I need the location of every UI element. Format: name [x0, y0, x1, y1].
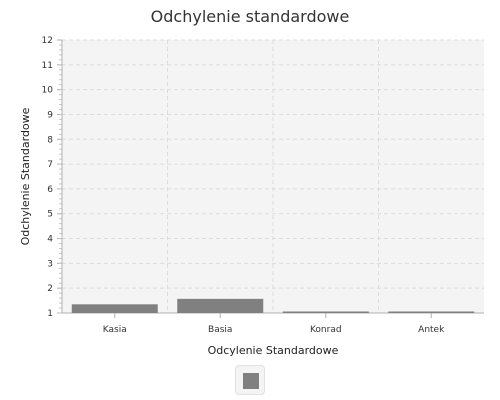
bar-kasia [71, 304, 158, 313]
bars [71, 298, 475, 313]
y-tick-label: 7 [47, 160, 53, 170]
y-tick-label: 9 [47, 110, 53, 120]
bar-basia [177, 298, 264, 313]
chart-title: Odchylenie standardowe [150, 7, 350, 26]
y-tick-label: 2 [47, 284, 53, 294]
gridlines [62, 39, 484, 313]
legend-swatch [243, 373, 259, 389]
y-axis-title: Odchylenie Standardowe [19, 107, 32, 245]
bar-antek [388, 311, 475, 313]
y-tick-label: 4 [47, 235, 53, 245]
x-tick-label: Basia [208, 325, 232, 335]
x-axis-title: Odcylenie Standardowe [208, 344, 339, 357]
y-tick-label: 8 [47, 135, 53, 145]
y-tick-label: 12 [42, 36, 53, 46]
legend [235, 365, 265, 395]
x-tick-label: Kasia [103, 325, 127, 335]
y-tick-label: 3 [47, 259, 53, 269]
y-tick-label: 5 [47, 210, 53, 220]
bar-konrad [282, 311, 369, 313]
y-tick-label: 6 [47, 185, 53, 195]
x-tick-label: Antek [418, 325, 445, 335]
y-tick-label: 11 [42, 61, 53, 71]
y-tick-label: 10 [42, 86, 54, 96]
x-tick-label: Konrad [310, 325, 342, 335]
y-tick-label: 1 [47, 309, 53, 319]
